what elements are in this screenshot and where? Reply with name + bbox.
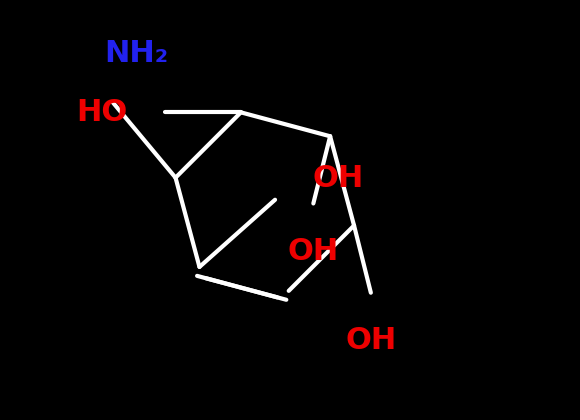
Text: OH: OH [288, 237, 339, 266]
Text: OH: OH [313, 164, 364, 193]
Text: OH: OH [345, 326, 397, 355]
Text: HO: HO [76, 98, 128, 127]
Text: NH₂: NH₂ [104, 39, 168, 68]
